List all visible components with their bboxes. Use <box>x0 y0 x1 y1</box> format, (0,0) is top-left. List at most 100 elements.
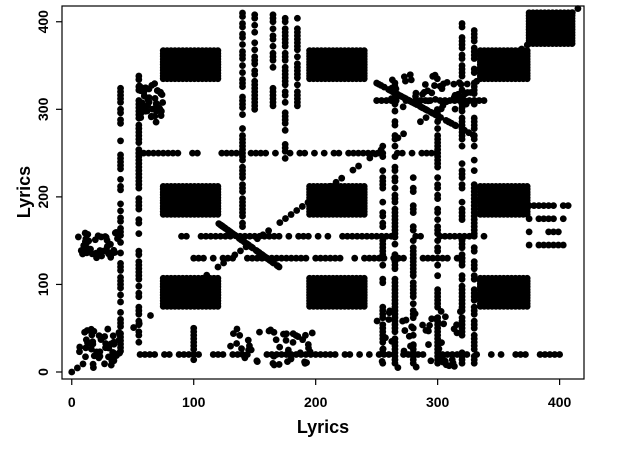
data-point <box>391 142 399 150</box>
data-point <box>391 184 399 192</box>
data-point <box>144 101 152 109</box>
data-point <box>409 223 417 231</box>
data-point <box>159 99 167 106</box>
data-point <box>550 228 557 236</box>
data-point <box>336 254 344 262</box>
data-point <box>297 254 305 262</box>
data-point <box>463 80 471 88</box>
data-point <box>233 149 240 157</box>
data-point <box>244 336 252 344</box>
data-point <box>148 105 156 113</box>
data-point <box>434 254 442 262</box>
data-point <box>456 232 463 240</box>
data-point <box>281 98 289 106</box>
data-point <box>145 85 153 93</box>
data-point <box>175 291 183 299</box>
data-point <box>117 291 124 299</box>
data-point <box>164 149 172 157</box>
data-point <box>82 353 89 361</box>
data-point <box>353 232 361 240</box>
data-point <box>251 53 259 61</box>
data-point <box>161 351 168 358</box>
data-point <box>545 241 553 249</box>
y-axis: 0 100 200 300 400 <box>35 10 62 376</box>
data-point <box>433 149 440 157</box>
data-point <box>239 30 246 38</box>
data-point <box>439 358 447 366</box>
data-point <box>269 11 277 19</box>
data-point <box>293 25 301 33</box>
data-point <box>152 118 160 126</box>
data-point <box>237 149 245 157</box>
data-point <box>209 351 217 358</box>
data-point <box>366 154 374 162</box>
data-point <box>470 156 478 164</box>
data-point <box>95 332 103 340</box>
data-point <box>202 232 210 240</box>
data-point <box>301 359 309 367</box>
data-point <box>377 146 385 154</box>
data-point <box>380 254 388 262</box>
data-point <box>289 338 297 346</box>
data-point <box>441 313 449 321</box>
data-point <box>343 232 351 240</box>
data-point <box>551 351 559 358</box>
data-point <box>378 232 385 240</box>
data-point <box>425 327 432 335</box>
data-point <box>373 317 381 325</box>
data-point <box>239 48 246 55</box>
data-point <box>550 241 557 249</box>
data-point <box>402 77 409 85</box>
data-point <box>135 121 143 129</box>
data-point <box>458 142 466 150</box>
data-point <box>186 283 194 291</box>
data-point <box>222 232 229 240</box>
data-point <box>117 224 124 232</box>
data-point <box>180 351 188 358</box>
data-point <box>331 254 339 262</box>
data-point <box>412 89 420 97</box>
data-point <box>322 254 329 262</box>
data-point <box>448 351 456 358</box>
data-point <box>535 215 543 223</box>
data-point <box>327 182 334 190</box>
data-point <box>97 233 105 241</box>
data-point <box>355 162 362 170</box>
data-point <box>265 232 273 240</box>
data-point <box>434 272 442 280</box>
data-point <box>224 254 232 262</box>
data-point <box>461 232 468 240</box>
data-point <box>117 214 124 222</box>
data-point <box>227 342 234 350</box>
data-point <box>117 274 124 281</box>
data-point <box>142 107 149 115</box>
data-point <box>239 9 246 17</box>
data-point <box>317 254 324 262</box>
data-point <box>281 14 289 22</box>
data-point <box>88 345 95 353</box>
data-point <box>259 231 267 239</box>
data-point <box>391 205 399 213</box>
data-point <box>117 182 124 190</box>
data-point <box>431 71 439 79</box>
data-point <box>300 232 307 240</box>
data-point <box>287 211 295 218</box>
data-point <box>458 205 466 213</box>
data-point <box>394 364 402 372</box>
data-point <box>286 149 294 157</box>
data-point <box>458 62 466 69</box>
data-point <box>252 149 260 157</box>
data-point <box>110 338 118 346</box>
data-point <box>154 149 162 157</box>
data-point <box>281 25 289 33</box>
data-point <box>436 82 444 90</box>
data-point <box>550 215 557 223</box>
data-point <box>102 340 110 347</box>
data-point <box>269 84 277 92</box>
data-point <box>391 163 399 171</box>
data-point <box>247 346 255 354</box>
data-point <box>464 89 471 96</box>
data-point <box>470 317 478 325</box>
data-point <box>236 331 244 339</box>
data-point <box>426 321 433 329</box>
